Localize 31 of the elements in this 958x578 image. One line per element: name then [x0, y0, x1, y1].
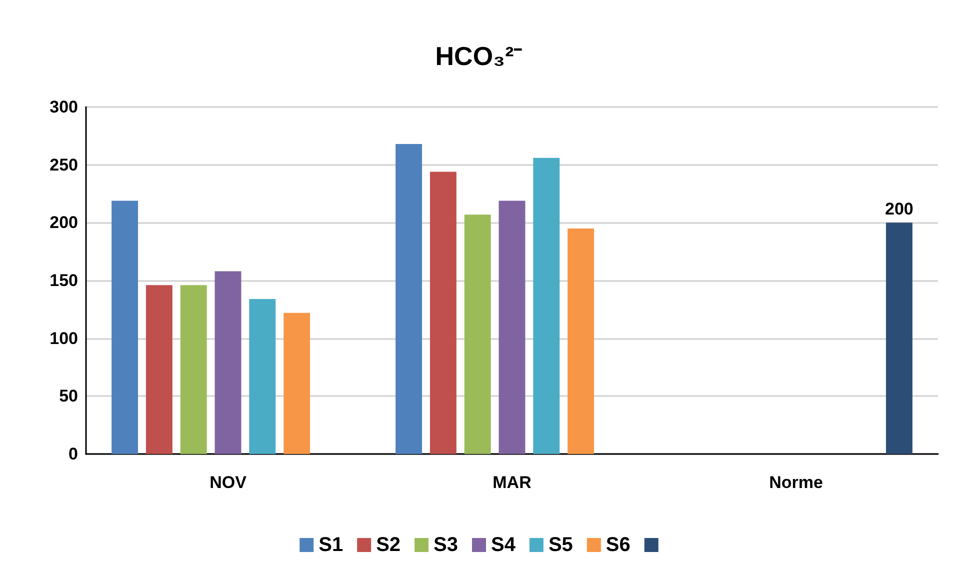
bar: [396, 144, 422, 454]
legend-label: S5: [548, 534, 573, 556]
x-tick-label: NOV: [210, 473, 248, 492]
data-label: 200: [885, 200, 914, 219]
chart-title: HCO₃²⁻: [435, 41, 523, 71]
bar: [249, 299, 276, 454]
y-tick-label: 300: [50, 98, 78, 116]
y-tick-label: 100: [50, 328, 78, 348]
legend-label: S6: [606, 534, 630, 556]
bar: [533, 158, 560, 454]
bar: [568, 228, 594, 454]
bar: [464, 214, 491, 454]
bar: [146, 285, 172, 454]
legend-label: S1: [318, 534, 344, 556]
y-tick-label: 150: [50, 271, 78, 290]
y-tick-label: 50: [59, 386, 78, 406]
x-tick-label: Norme: [769, 473, 823, 492]
y-tick-label: 250: [50, 155, 78, 174]
bar: [284, 312, 310, 454]
y-tick-label: 0: [68, 444, 78, 464]
legend-label: S2: [376, 534, 401, 556]
bar: [498, 200, 526, 454]
bar: [180, 285, 207, 454]
legend-label: S3: [434, 534, 458, 556]
bar: [214, 271, 242, 454]
bar: [112, 200, 138, 454]
y-tick-label: 200: [50, 213, 78, 232]
legend-label: S4: [491, 534, 516, 556]
bar: [430, 172, 456, 454]
x-tick-label: MAR: [492, 473, 532, 492]
bar: [886, 222, 912, 454]
